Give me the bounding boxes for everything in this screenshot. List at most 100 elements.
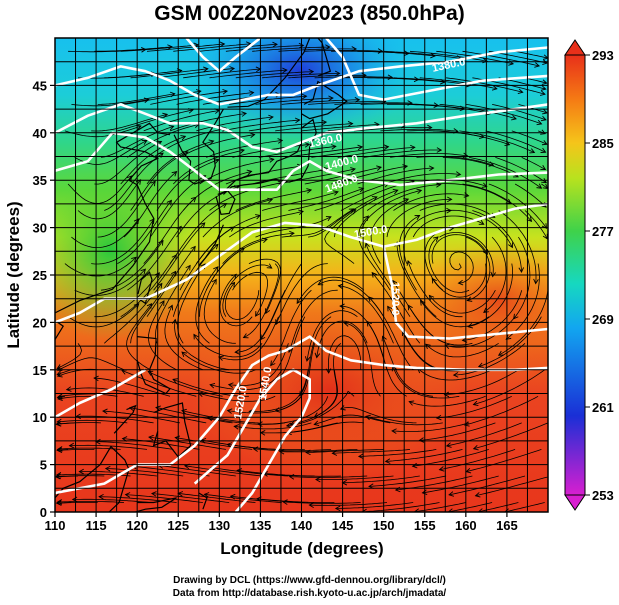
streamline-arrowhead: [227, 382, 234, 388]
streamline: [224, 282, 260, 320]
streamline-arrowhead: [513, 313, 519, 320]
streamline-arrowhead: [457, 279, 464, 286]
streamline-arrowhead: [268, 114, 274, 121]
streamline: [169, 113, 247, 132]
streamline: [117, 200, 172, 264]
coastline-segment: [55, 321, 65, 341]
streamline: [498, 210, 537, 284]
streamline: [365, 243, 411, 317]
streamline-arrowhead: [124, 492, 131, 498]
streamline-arrowhead: [425, 343, 431, 350]
streamline-arrowhead: [354, 97, 361, 103]
streamline: [253, 448, 332, 452]
streamline-arrowhead: [541, 177, 548, 184]
streamline: [275, 343, 315, 412]
streamline-arrowhead: [288, 474, 295, 480]
colorbar-scale: [564, 54, 586, 496]
streamline-arrowhead: [387, 305, 393, 312]
streamline: [263, 473, 341, 477]
streamline: [428, 236, 470, 293]
streamline-arrowhead: [208, 139, 215, 145]
streamline: [436, 395, 512, 419]
streamline-arrowhead: [321, 119, 328, 126]
y-tick-label: 35: [33, 173, 47, 188]
streamline-arrowhead: [334, 505, 341, 512]
streamline: [446, 77, 523, 93]
streamline: [94, 46, 173, 52]
streamline-arrowhead: [285, 422, 292, 429]
streamline: [478, 316, 542, 367]
streamline: [155, 265, 191, 344]
streamline-arrowhead: [102, 408, 108, 415]
streamline: [249, 369, 309, 412]
streamline: [334, 189, 398, 238]
streamline-arrowhead: [408, 400, 415, 406]
streamline-arrowhead: [447, 196, 453, 203]
streamline: [57, 343, 83, 369]
streamline-arrowhead: [171, 171, 178, 177]
streamline: [514, 183, 547, 208]
streamline-arrowhead: [278, 448, 285, 455]
streamline-arrowhead: [436, 147, 443, 153]
streamline: [485, 130, 546, 153]
streamline: [198, 392, 276, 402]
streamline-arrowhead: [428, 165, 435, 172]
streamline: [515, 50, 548, 59]
chart-title: GSM 00Z20Nov2023 (850.0hPa): [154, 2, 465, 25]
streamline-arrowhead: [57, 393, 64, 399]
streamline: [228, 211, 304, 238]
streamline: [357, 50, 435, 57]
streamline-arrowhead: [368, 296, 374, 302]
streamline-arrowhead: [268, 157, 275, 163]
streamline: [129, 407, 207, 424]
streamline: [57, 419, 128, 424]
x-tick-label: 110: [45, 518, 66, 533]
streamline-arrowhead: [255, 311, 261, 317]
streamline: [178, 493, 256, 503]
streamline: [275, 263, 328, 325]
streamline-arrowhead: [158, 239, 164, 246]
streamline: [127, 123, 200, 158]
streamline: [296, 276, 365, 304]
streamline-arrowhead: [533, 278, 539, 285]
streamline-arrowhead: [209, 383, 216, 389]
x-tick-label: 155: [414, 518, 436, 533]
streamline-arrowhead: [337, 283, 344, 290]
colorbar-tick-label: 277: [592, 224, 614, 239]
streamline-arrowhead: [151, 491, 157, 497]
streamline-arrowhead: [406, 259, 412, 266]
streamline: [248, 121, 327, 132]
streamline-arrowhead: [56, 500, 62, 506]
streamline: [248, 258, 282, 314]
streamline: [299, 316, 332, 396]
streamline: [439, 232, 494, 277]
x-tick-label: 150: [373, 518, 395, 533]
streamline-arrowhead: [104, 465, 111, 472]
streamline: [158, 465, 236, 477]
streamline-arrowhead: [252, 446, 259, 452]
streamline: [425, 342, 499, 358]
streamline: [383, 50, 462, 59]
y-tick-label: 20: [33, 315, 47, 330]
streamline: [164, 305, 204, 371]
streamline-arrowhead: [357, 453, 364, 460]
streamline-arrowhead: [305, 449, 311, 456]
streamline-arrowhead: [141, 139, 148, 145]
streamline-arrowhead: [294, 117, 301, 124]
streamline: [286, 390, 355, 427]
streamline: [285, 146, 363, 158]
streamline: [195, 266, 219, 344]
streamline: [414, 502, 466, 512]
streamline-arrowhead: [148, 434, 154, 441]
x-tick-label: 115: [86, 518, 107, 533]
streamline: [204, 493, 282, 503]
streamline: [311, 146, 389, 158]
streamline: [340, 406, 417, 424]
streamline: [301, 124, 379, 132]
streamline-arrowhead: [328, 95, 334, 102]
streamline: [117, 109, 193, 132]
x-axis-label: Longitude (degrees): [220, 539, 383, 558]
streamline-arrowhead: [511, 115, 517, 121]
streamline-arrowhead: [466, 296, 473, 302]
streamline: [288, 289, 338, 353]
